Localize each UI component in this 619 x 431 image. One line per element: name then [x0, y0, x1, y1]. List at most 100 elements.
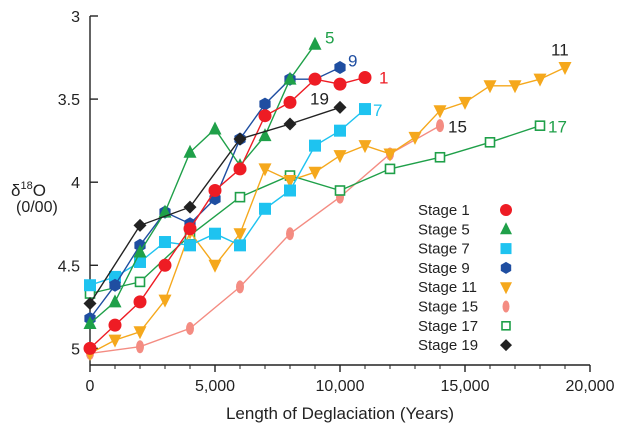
legend-marker: [501, 320, 511, 331]
data-point-stage-7: [134, 255, 146, 268]
y-axis-label-sup: 18: [20, 180, 32, 192]
data-point-stage-9: [109, 278, 121, 292]
legend-marker: [500, 339, 512, 352]
data-point-stage-5: [283, 71, 297, 85]
data-point-stage-19: [133, 218, 147, 232]
x-tick-label: 0: [86, 378, 95, 395]
data-point-stage-5: [208, 121, 222, 135]
data-point-stage-11: [358, 140, 372, 154]
data-point-stage-17: [134, 276, 146, 288]
data-point-stage-5: [108, 294, 122, 308]
data-point-stage-11: [533, 73, 547, 87]
data-point-stage-19: [283, 117, 297, 131]
x-tick-label: 10,000: [316, 378, 365, 395]
series-stage-19: [83, 100, 347, 311]
data-point-stage-1: [183, 222, 197, 236]
y-tick-label: 5: [71, 341, 80, 358]
legend-marker: [500, 282, 512, 295]
data-point-stage-1: [358, 70, 372, 84]
data-point-stage-7: [259, 202, 271, 215]
data-point-stage-7: [309, 139, 321, 152]
series-stage-7: [84, 103, 371, 292]
legend-marker: [500, 261, 512, 274]
legend-label: Stage 9: [418, 260, 470, 277]
data-point-stage-17: [484, 137, 496, 148]
legend-marker: [500, 204, 512, 216]
end-label-7: 7: [373, 101, 382, 120]
data-point-stage-17: [334, 185, 346, 196]
data-point-stage-5: [83, 315, 97, 329]
data-point-stage-11: [508, 80, 522, 94]
y-tick-label: 3.5: [58, 92, 80, 109]
data-point-stage-1: [233, 162, 247, 176]
data-point-stage-11: [483, 80, 497, 94]
data-point-stage-15: [186, 321, 194, 335]
data-point-stage-11: [233, 228, 247, 242]
data-point-stage-1: [133, 295, 147, 309]
legend-label: Stage 19: [418, 337, 478, 354]
x-tick-label: 5,000: [195, 378, 235, 395]
data-point-stage-11: [133, 326, 147, 340]
axes: 3 3.5 4 4.5 5 0 5,000 10,000 15,000 20,000: [58, 9, 615, 395]
series-line-stage-15: [89, 125, 441, 355]
data-point-stage-11: [258, 163, 272, 177]
data-point-stage-19: [83, 297, 97, 311]
y-axis-label: δ18O (0/00): [11, 180, 58, 216]
data-point-stage-5: [308, 36, 322, 50]
end-label-15: 15: [448, 118, 467, 137]
data-point-stage-11: [283, 175, 297, 189]
data-point-stage-11: [458, 96, 472, 110]
legend-label: Stage 15: [418, 299, 478, 316]
data-point-stage-15: [436, 119, 444, 133]
legend-label: Stage 17: [418, 318, 478, 335]
end-label-19: 19: [310, 89, 329, 108]
x-axis-label: Length of Deglaciation (Years): [226, 404, 454, 423]
data-point-stage-7: [284, 184, 296, 197]
y-axis-units: (0/00): [16, 199, 58, 216]
end-label-11: 11: [551, 41, 569, 60]
y-axis-label-o: O: [33, 181, 46, 200]
data-point-stage-1: [83, 341, 97, 355]
x-tick-label: 15,000: [441, 378, 490, 395]
data-point-stage-15: [236, 280, 244, 294]
data-point-stage-19: [183, 200, 197, 214]
data-point-stage-11: [383, 148, 397, 162]
series-stage-1: [83, 70, 372, 355]
legend-label: Stage 7: [418, 241, 470, 258]
data-point-stage-1: [283, 95, 297, 109]
data-point-stage-7: [159, 236, 171, 249]
data-point-stage-5: [183, 144, 197, 158]
series-line-stage-1: [89, 76, 366, 349]
legend-label: Stage 5: [418, 221, 470, 238]
series-line-stage-5: [89, 43, 316, 325]
end-label-5: 5: [325, 28, 334, 47]
data-point-stage-11: [158, 294, 172, 308]
data-point-stage-1: [333, 77, 347, 91]
data-point-stage-17: [534, 120, 546, 131]
data-point-stage-15: [136, 340, 144, 354]
series-line-stage-19: [89, 106, 341, 304]
legend-marker: [500, 222, 512, 235]
data-point-stage-11: [208, 259, 222, 273]
legend-marker: [500, 243, 512, 255]
x-tick-label: 20,000: [566, 378, 615, 395]
y-tick-label: 4.5: [58, 258, 80, 275]
data-point-stage-11: [408, 131, 422, 145]
data-point-stage-11: [333, 150, 347, 164]
end-label-9: 9: [348, 52, 357, 71]
data-point-stage-5: [258, 128, 272, 142]
data-point-stage-11: [433, 105, 447, 119]
series-line-stage-11: [89, 66, 566, 355]
data-point-stage-15: [286, 227, 294, 241]
data-point-stage-1: [158, 258, 172, 272]
data-point-stage-1: [208, 184, 222, 197]
data-point-stage-11: [308, 166, 322, 180]
end-label-17: 17: [548, 118, 567, 137]
data-point-stage-1: [258, 109, 272, 123]
y-tick-label: 3: [71, 9, 80, 26]
y-axis-label-delta: δ: [11, 181, 20, 200]
data-point-stage-17: [434, 151, 446, 163]
data-point-stage-17: [234, 191, 246, 203]
